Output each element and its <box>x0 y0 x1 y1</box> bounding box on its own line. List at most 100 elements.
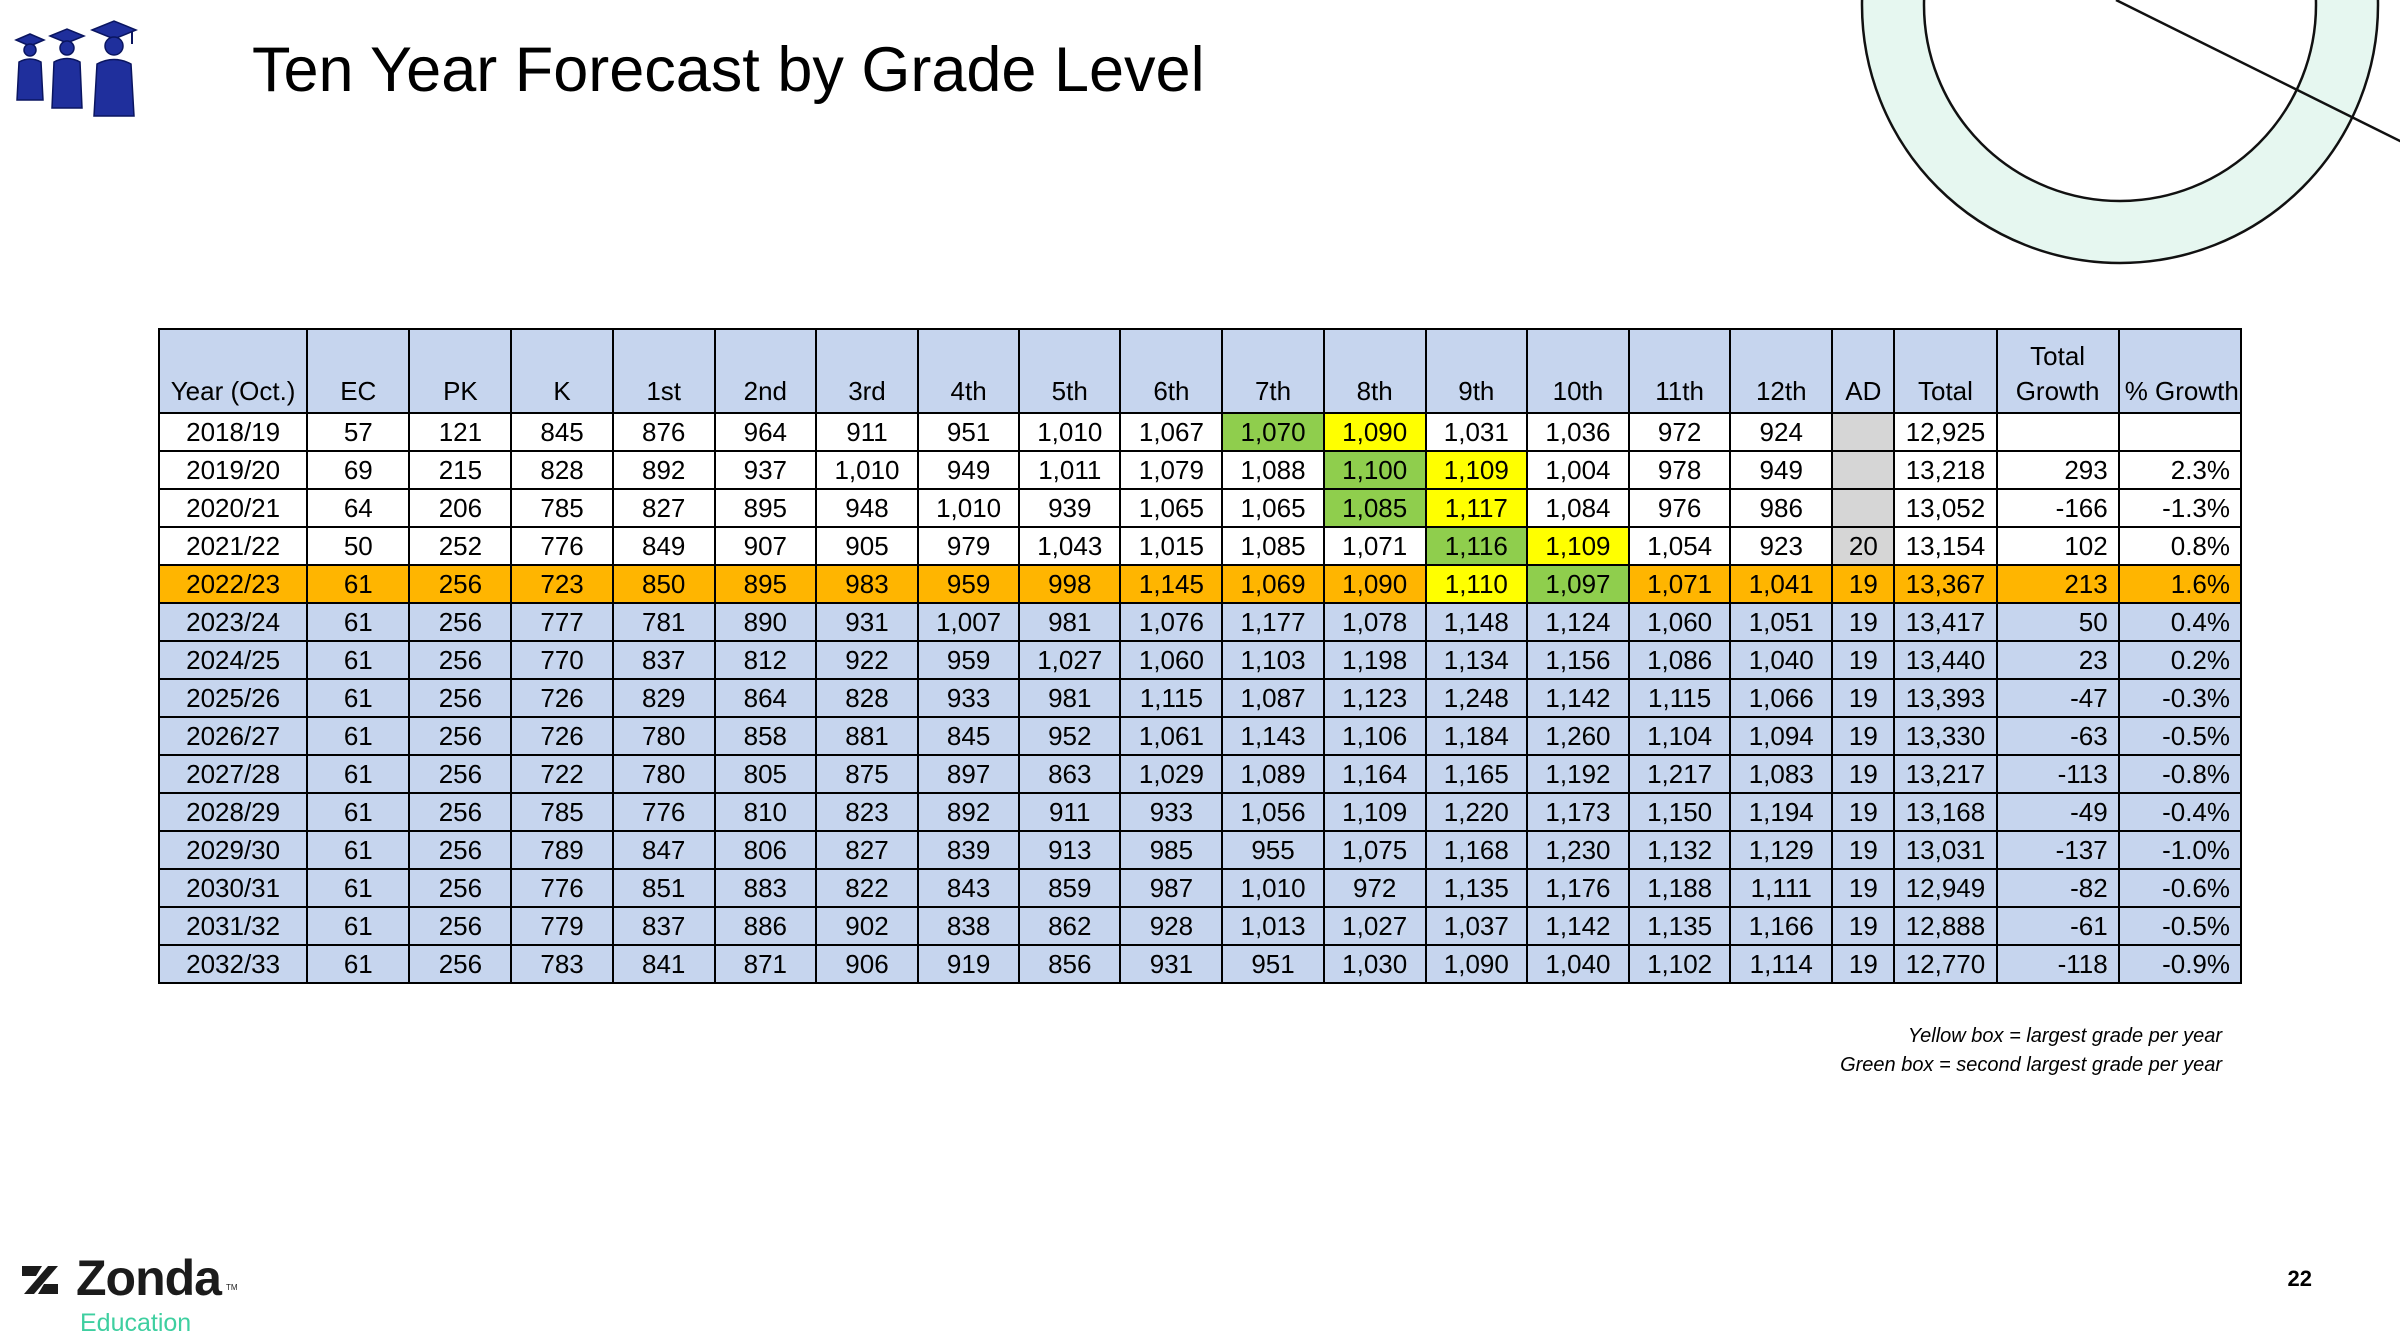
year-cell: 2018/19 <box>157 412 309 452</box>
table-cell: 1,036 <box>1525 412 1631 452</box>
table-cell: 892 <box>917 792 1021 832</box>
table-cell: 827 <box>611 488 716 528</box>
table-cell: 922 <box>814 640 920 680</box>
table-cell: 1,078 <box>1322 602 1427 642</box>
table-cell: 1,116 <box>1424 526 1528 566</box>
table-cell: 928 <box>1119 906 1224 946</box>
table-cell: 1,145 <box>1119 564 1224 604</box>
table-cell: 871 <box>713 944 817 984</box>
table-cell: 61 <box>306 564 411 604</box>
table-cell: 1,177 <box>1221 602 1325 642</box>
table-cell: 806 <box>713 830 817 870</box>
table-cell: 1,011 <box>1018 450 1122 490</box>
year-cell: 2029/30 <box>157 830 309 870</box>
table-cell: 1,114 <box>1729 944 1834 984</box>
table-cell: 19 <box>1831 602 1896 642</box>
table-cell: 959 <box>917 640 1021 680</box>
table-cell: 1,143 <box>1221 716 1325 756</box>
table-cell: 1,087 <box>1221 678 1325 718</box>
table-row: 2031/32 61 256 779 837 886 902 838 862 928 1,013 1,… <box>157 906 2243 946</box>
table-cell: 862 <box>1018 906 1122 946</box>
brand-subtitle: Education <box>80 1309 192 1337</box>
table-cell: 57 <box>306 412 411 452</box>
table-cell: 1,015 <box>1119 526 1224 566</box>
table-cell: 1,188 <box>1628 868 1732 908</box>
table-cell: 19 <box>1831 754 1896 794</box>
table-cell: 256 <box>408 906 513 946</box>
table-cell: 850 <box>611 564 716 604</box>
column-header-text: Growth <box>2015 376 2100 406</box>
table-cell: 1,067 <box>1119 412 1224 452</box>
table-cell: 890 <box>713 602 817 642</box>
table-cell: 1,061 <box>1119 716 1224 756</box>
table-cell: 1,150 <box>1628 792 1732 832</box>
table-cell: 923 <box>1729 526 1834 566</box>
table-cell: -49 <box>1995 792 2120 832</box>
table-cell: 780 <box>611 754 716 794</box>
table-cell: 1,090 <box>1424 944 1528 984</box>
table-cell: 256 <box>408 716 513 756</box>
table-cell: 1,123 <box>1322 678 1427 718</box>
table-cell: 1,134 <box>1424 640 1528 680</box>
table-row: 2029/30 61 256 789 847 806 827 839 913 985 955 1,07… <box>157 830 2243 870</box>
table-cell: -113 <box>1995 754 2120 794</box>
table-cell: 12,770 <box>1893 944 1998 984</box>
table-cell: 770 <box>510 640 614 680</box>
table-cell: 1,135 <box>1424 868 1528 908</box>
table-cell: 780 <box>611 716 716 756</box>
column-header-text: 12th <box>1755 376 1807 406</box>
table-cell: 837 <box>611 906 716 946</box>
table-cell: 0.2% <box>2117 640 2243 680</box>
table-cell: 1,109 <box>1424 450 1528 490</box>
table-cell: 1,004 <box>1525 450 1631 490</box>
table-cell: 1,103 <box>1221 640 1325 680</box>
column-header: EC <box>306 328 411 414</box>
column-header-text: Total <box>2030 341 2086 371</box>
column-header: 9th <box>1424 328 1528 414</box>
table-cell: 1,124 <box>1525 602 1631 642</box>
year-cell: 2028/29 <box>157 792 309 832</box>
table-cell: 822 <box>814 868 920 908</box>
table-cell: 902 <box>814 906 920 946</box>
table-cell: 851 <box>611 868 716 908</box>
table-row: 2025/26 61 256 726 829 864 828 933 981 1,115 1,087… <box>157 678 2243 718</box>
year-cell: 2027/28 <box>157 754 309 794</box>
table-cell: 1,070 <box>1221 412 1325 452</box>
table-cell: 12,925 <box>1893 412 1998 452</box>
column-header: 2nd <box>713 328 817 414</box>
table-cell: 1,089 <box>1221 754 1325 794</box>
table-cell: 19 <box>1831 564 1896 604</box>
table-cell: 955 <box>1221 830 1325 870</box>
table-cell: 931 <box>1119 944 1224 984</box>
table-cell: 839 <box>917 830 1021 870</box>
year-cell: 2032/33 <box>157 944 309 984</box>
table-cell: 875 <box>814 754 920 794</box>
table-cell: 1,230 <box>1525 830 1631 870</box>
table-cell: 1,041 <box>1729 564 1834 604</box>
table-cell: 1,031 <box>1424 412 1528 452</box>
table-cell <box>1831 412 1896 452</box>
column-header-text: 6th <box>1153 376 1190 406</box>
table-cell: 998 <box>1018 564 1122 604</box>
table-cell: 905 <box>814 526 920 566</box>
table-cell: 102 <box>1995 526 2120 566</box>
table-cell: 61 <box>306 944 411 984</box>
table-cell: 20 <box>1831 526 1896 566</box>
table-cell: 13,052 <box>1893 488 1998 528</box>
table-cell: 1,071 <box>1322 526 1427 566</box>
column-header-text: 11th <box>1655 376 1704 406</box>
table-cell: 876 <box>611 412 716 452</box>
table-cell: 1,010 <box>1221 868 1325 908</box>
table-cell: 1,142 <box>1525 906 1631 946</box>
table-cell <box>1995 412 2120 452</box>
table-cell: 972 <box>1628 412 1732 452</box>
table-cell: 61 <box>306 640 411 680</box>
table-cell: 252 <box>408 526 513 566</box>
table-row: 2027/28 61 256 722 780 805 875 897 863 1,029 1,089… <box>157 754 2243 794</box>
table-cell: 823 <box>814 792 920 832</box>
column-header-text: 3rd <box>848 376 886 406</box>
table-cell: -118 <box>1995 944 2120 984</box>
table-cell: 1,027 <box>1322 906 1427 946</box>
table-cell: 858 <box>713 716 817 756</box>
table-cell: 61 <box>306 754 411 794</box>
